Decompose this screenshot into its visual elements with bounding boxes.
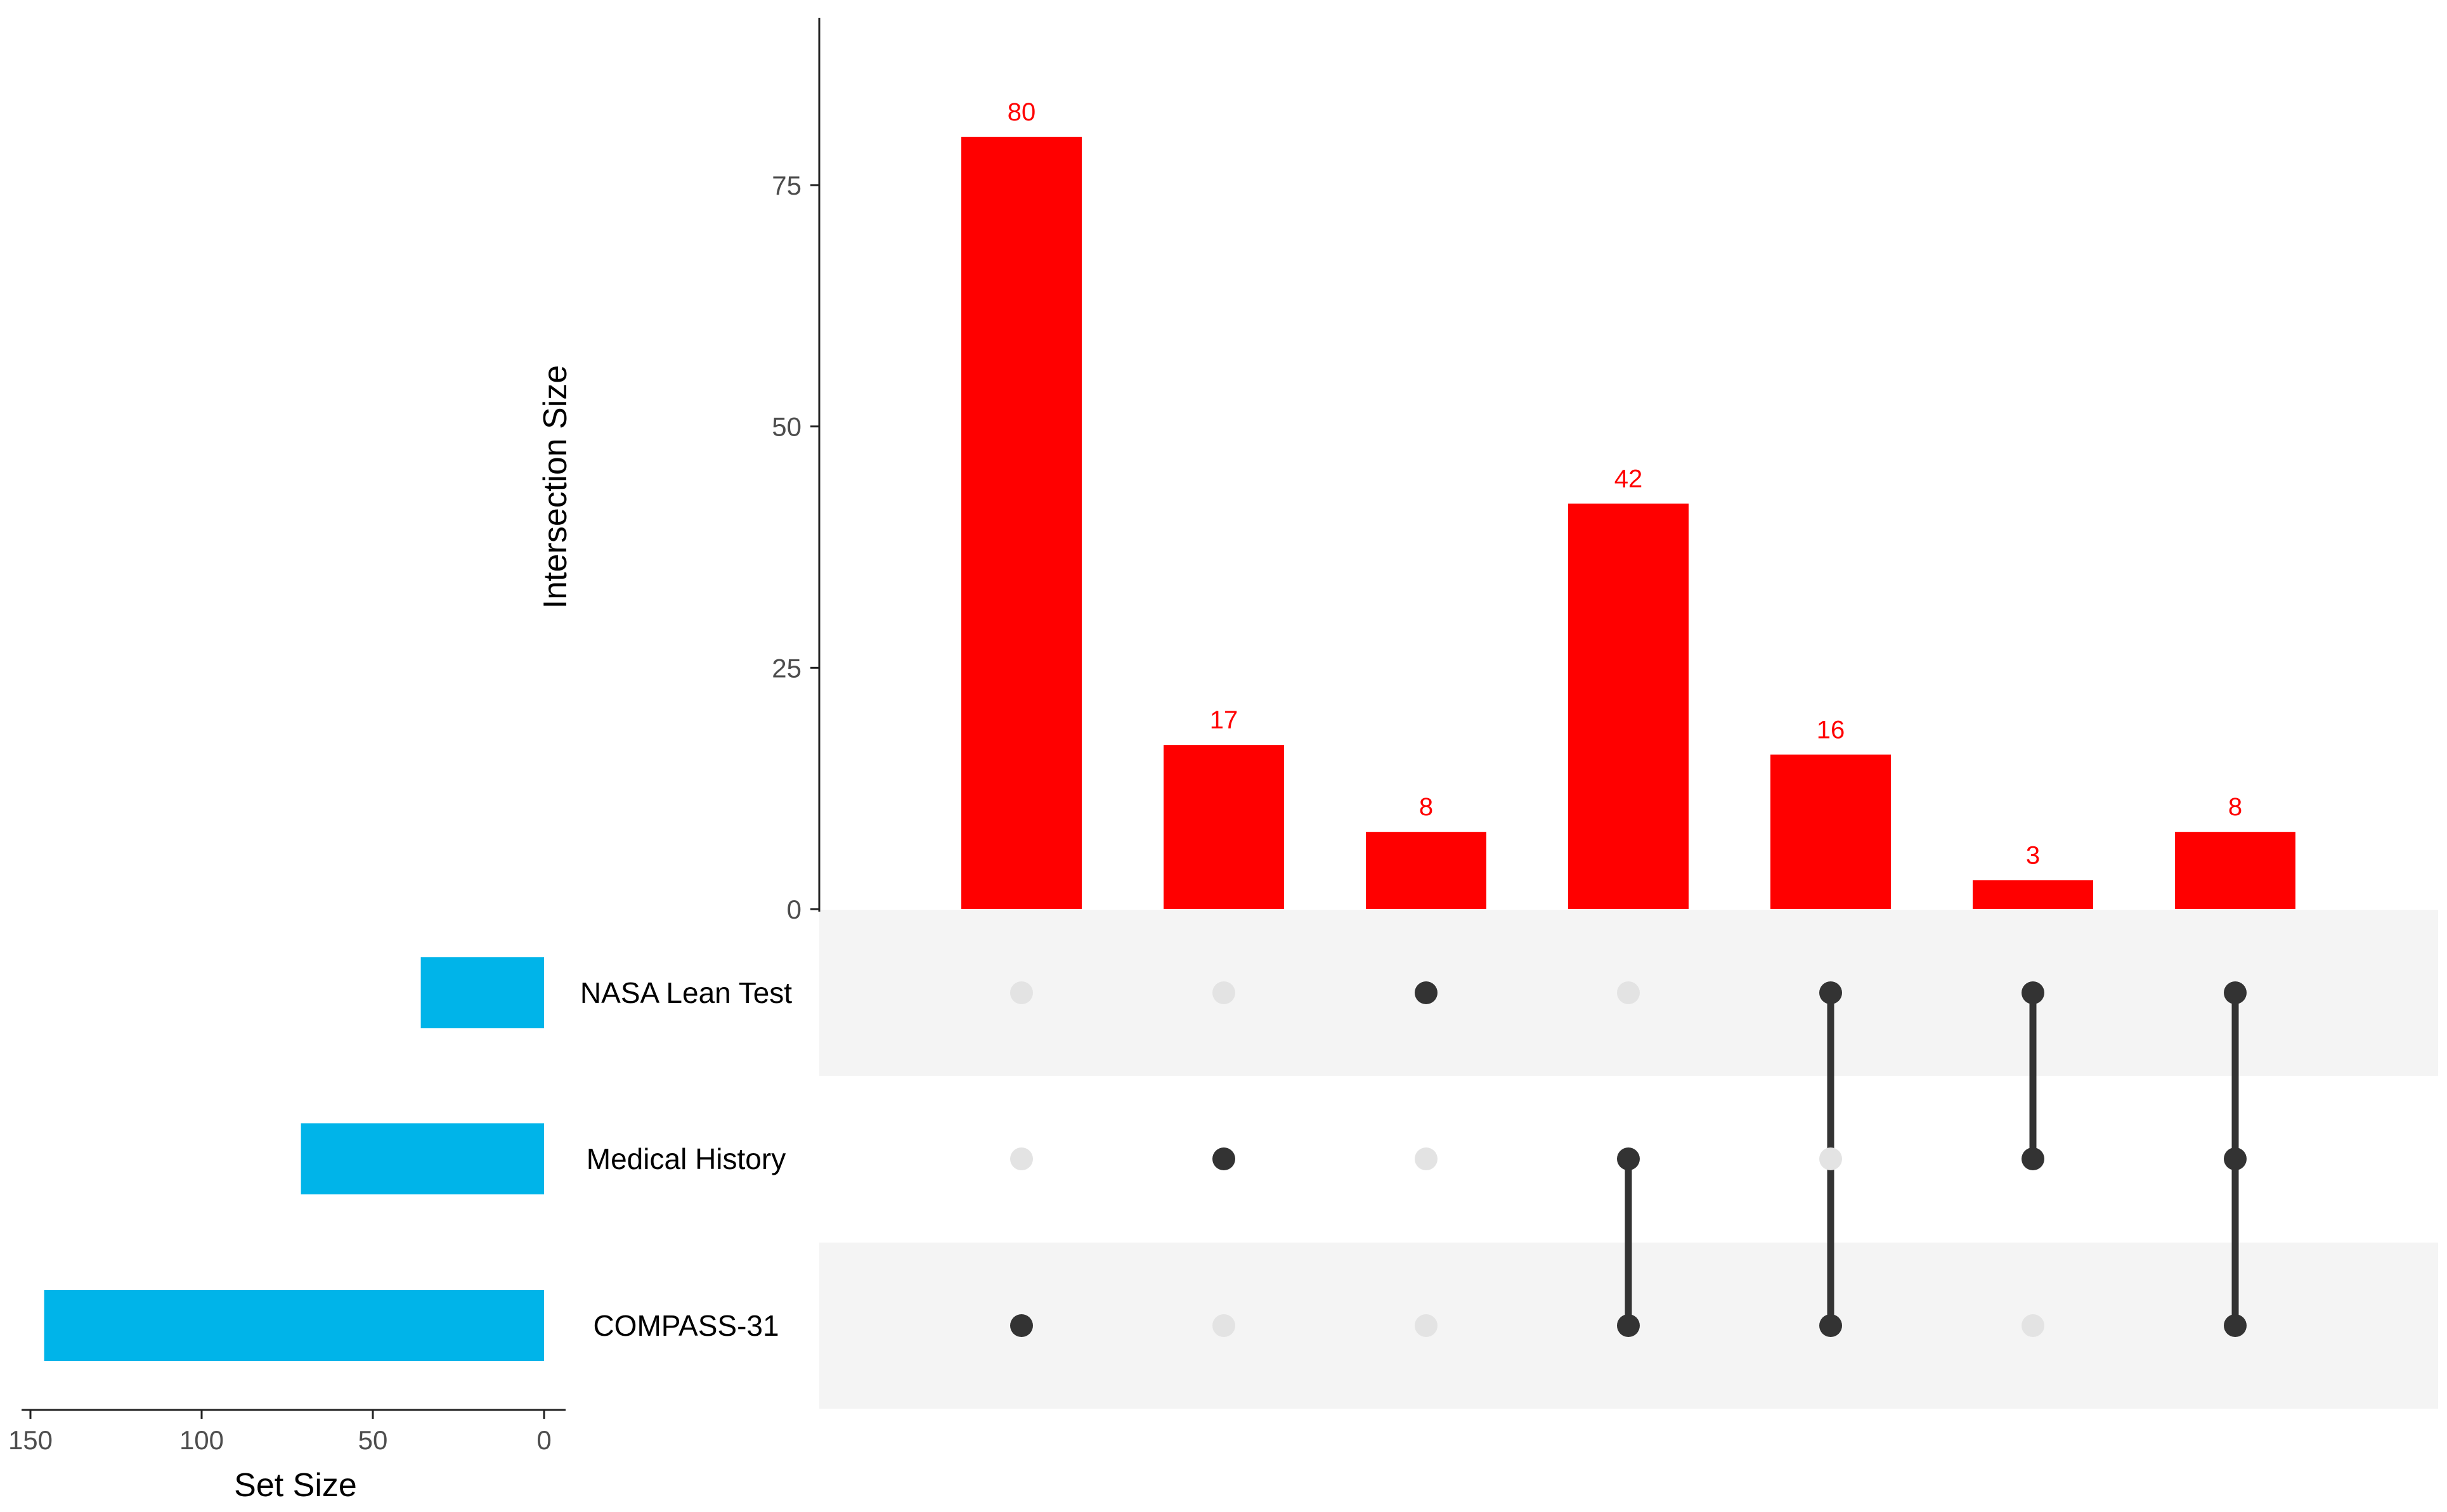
set-size-axis-tick-label: 50: [358, 1425, 388, 1455]
matrix-dot-inactive: [1010, 981, 1033, 1004]
matrix-dot-inactive: [1617, 981, 1640, 1004]
matrix-dot-active: [2224, 1314, 2247, 1337]
matrix-dot-inactive: [1415, 1314, 1438, 1337]
set-size-axis: Set Size 150 100 50 0: [8, 1409, 566, 1504]
set-size-bar: [301, 1123, 544, 1194]
intersection-bar-label: 16: [1817, 716, 1845, 744]
intersection-bar-label: 3: [2026, 841, 2040, 869]
intersection-bar-label: 42: [1614, 465, 1643, 493]
matrix-dot-inactive: [1212, 981, 1235, 1004]
intersection-bar-label: 80: [1008, 98, 1036, 126]
intersection-bar: [1568, 503, 1689, 909]
set-name-label: COMPASS-31: [593, 1309, 779, 1342]
intersection-axis: Intersection Size 0 25 50 75: [537, 18, 821, 924]
set-size-bars: [44, 957, 545, 1361]
intersection-bar-label: 8: [1419, 793, 1433, 821]
set-size-bar: [420, 957, 544, 1028]
matrix-dot-active: [1617, 1147, 1640, 1170]
intersection-bar: [961, 136, 1082, 909]
matrix-dot-inactive: [1212, 1314, 1235, 1337]
set-size-axis-title: Set Size: [234, 1467, 357, 1504]
matrix-dot-active: [2022, 1147, 2044, 1170]
set-names: NASA Lean Test Medical History COMPASS-31: [580, 976, 792, 1342]
matrix-dot-active: [1819, 1314, 1842, 1337]
set-size-axis-tick-label: 100: [179, 1425, 224, 1455]
matrix-dot-inactive: [2022, 1314, 2044, 1337]
intersection-bar: [1164, 745, 1284, 909]
intersection-axis-tick-label: 50: [772, 412, 802, 442]
matrix-dot-active: [1415, 981, 1438, 1004]
matrix-dot-active: [1212, 1147, 1235, 1170]
intersection-bars: 80 17 8 42 16 3 8: [961, 98, 2295, 909]
intersection-bar-label: 8: [2228, 793, 2242, 821]
set-size-axis-tick-label: 0: [536, 1425, 551, 1455]
matrix-dot-active: [2022, 981, 2044, 1004]
matrix-dot-inactive: [1819, 1147, 1842, 1170]
intersection-axis-tick-label: 25: [772, 653, 802, 683]
set-name-label: Medical History: [587, 1142, 786, 1175]
intersection-size-axis-title: Intersection Size: [537, 365, 574, 609]
matrix-dot-active: [1617, 1314, 1640, 1337]
intersection-axis-tick-label: 0: [787, 895, 802, 924]
intersection-axis-tick-label: 75: [772, 171, 802, 200]
intersection-bar: [2175, 832, 2295, 909]
matrix-dot-active: [1819, 981, 1842, 1004]
intersection-bar: [1770, 754, 1891, 909]
matrix-dot-inactive: [1415, 1147, 1438, 1170]
intersection-matrix: [1010, 981, 2247, 1337]
set-size-bar: [44, 1290, 545, 1361]
intersection-bar-label: 17: [1210, 706, 1238, 734]
matrix-dot-active: [2224, 1147, 2247, 1170]
intersection-bar: [1366, 832, 1486, 909]
intersection-bar: [1973, 880, 2093, 909]
set-size-axis-tick-label: 150: [8, 1425, 53, 1455]
set-name-label: NASA Lean Test: [580, 976, 792, 1009]
matrix-dot-inactive: [1010, 1147, 1033, 1170]
matrix-dot-active: [2224, 981, 2247, 1004]
matrix-dot-active: [1010, 1314, 1033, 1337]
